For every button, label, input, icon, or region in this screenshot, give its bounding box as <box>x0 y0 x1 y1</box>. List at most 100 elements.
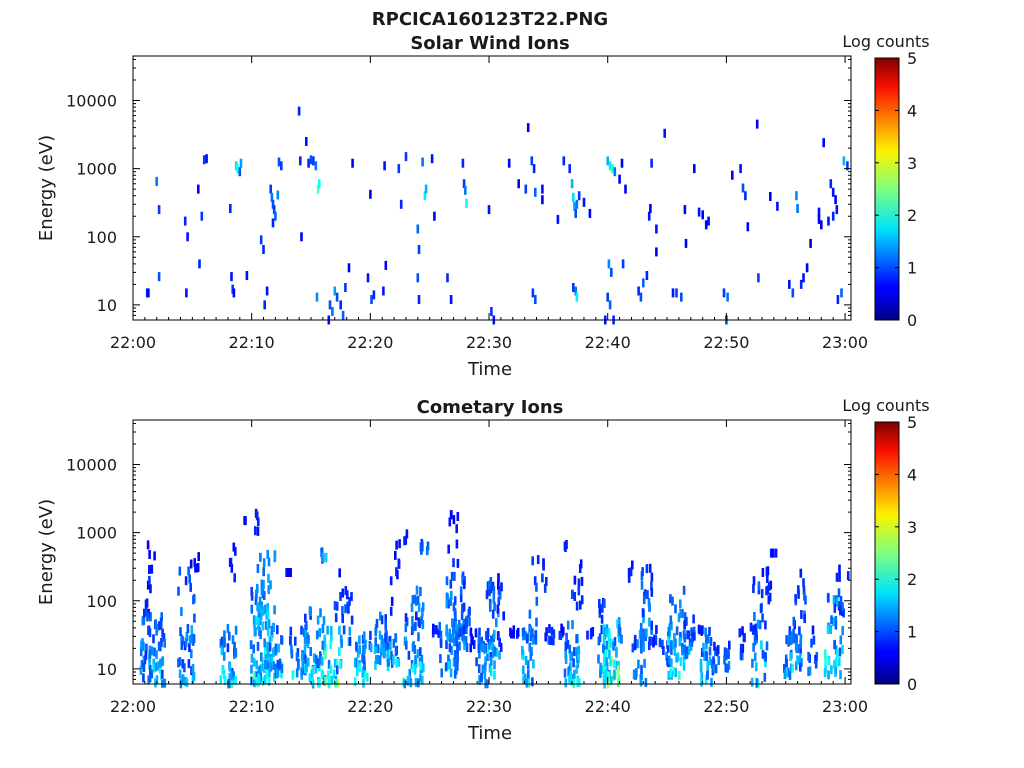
heatmap-cell <box>264 660 267 669</box>
y-tick-label: 10000 <box>66 92 117 111</box>
heatmap-cell <box>142 673 145 683</box>
heatmap-cell <box>753 652 757 662</box>
heatmap-cell <box>679 657 683 667</box>
heatmap-cell <box>275 669 279 679</box>
heatmap-cell <box>397 164 401 174</box>
heatmap-cell <box>841 602 844 612</box>
heatmap-cell <box>178 566 182 576</box>
heatmap-cell <box>255 660 258 670</box>
heatmap-cell <box>811 625 815 635</box>
heatmap-cell <box>266 549 269 559</box>
heatmap-cell <box>303 650 306 660</box>
heatmap-cell <box>727 649 730 659</box>
heatmap-cell <box>700 672 704 682</box>
heatmap-cell <box>185 678 189 688</box>
heatmap-cell <box>642 278 645 288</box>
x-tick-label: 22:40 <box>585 333 631 352</box>
heatmap-cell <box>706 670 709 680</box>
heatmap-cell <box>741 183 745 193</box>
heatmap-cell <box>255 589 258 599</box>
heatmap-cell <box>641 608 645 618</box>
heatmap-cell <box>339 660 342 670</box>
heatmap-cell <box>469 643 472 653</box>
heatmap-cell <box>147 288 150 298</box>
heatmap-cell <box>392 638 396 648</box>
heatmap-cell <box>830 615 833 625</box>
heatmap-cell <box>459 593 463 603</box>
heatmap-cell <box>609 657 612 667</box>
heatmap-cell <box>759 604 763 614</box>
heatmap-cell <box>675 626 679 636</box>
heatmap-cell <box>552 636 555 646</box>
heatmap-cell <box>525 634 529 644</box>
heatmap-cell <box>461 158 465 168</box>
heatmap-cell <box>573 592 576 601</box>
heatmap-cell <box>369 630 372 640</box>
heatmap-cell <box>681 608 684 618</box>
heatmap-cell <box>795 191 798 201</box>
heatmap-cell <box>291 670 295 680</box>
heatmap-cell <box>270 632 273 642</box>
heatmap-cell <box>303 644 307 654</box>
heatmap-cell <box>263 674 267 684</box>
heatmap-cell <box>633 640 637 650</box>
heatmap-cell <box>549 636 552 645</box>
heatmap-cell <box>390 650 393 660</box>
heatmap-cell <box>456 624 460 634</box>
heatmap-cell <box>679 599 682 609</box>
heatmap-cell <box>255 671 259 681</box>
heatmap-cell <box>836 295 840 304</box>
heatmap-cell <box>152 658 155 668</box>
heatmap-cell <box>604 668 608 678</box>
colorbar-tick-label: 0 <box>907 311 917 330</box>
heatmap-cell <box>394 633 397 643</box>
heatmap-cell <box>229 557 233 567</box>
heatmap-cells <box>145 106 849 325</box>
heatmap-cell <box>838 657 841 667</box>
heatmap-cell <box>161 628 164 638</box>
heatmap-cell <box>158 621 161 631</box>
heatmap-cell <box>796 204 799 213</box>
heatmap-cell <box>750 677 754 687</box>
heatmap-cell <box>324 644 327 654</box>
heatmap-cell <box>452 629 455 639</box>
heatmap-cell <box>827 593 830 603</box>
heatmap-cell <box>383 638 386 648</box>
heatmap-cell <box>145 598 149 608</box>
heatmap-cell <box>547 635 550 645</box>
heatmap-cell <box>258 627 261 636</box>
y-axis: 10 100 1000 10000 <box>66 58 851 321</box>
heatmap-cell <box>188 635 192 645</box>
heatmap-cell <box>776 201 779 211</box>
heatmap-cell <box>760 589 764 599</box>
heatmap-cell <box>601 665 604 675</box>
heatmap-cell <box>576 659 580 669</box>
heatmap-cell <box>788 636 791 646</box>
colorbar-gradient <box>874 57 900 321</box>
y-axis-label: Energy (eV) <box>36 135 57 241</box>
heatmap-cell <box>410 603 414 613</box>
heatmap-cell <box>250 586 253 596</box>
heatmap-cell <box>755 119 759 129</box>
heatmap-cell <box>452 602 456 612</box>
heatmap-cell <box>543 583 547 593</box>
heatmap-cell <box>481 643 484 653</box>
heatmap-cell <box>234 625 238 635</box>
heatmap-cell <box>840 288 843 298</box>
heatmap-cell <box>643 658 646 668</box>
heatmap-cell <box>534 295 537 304</box>
colorbar: Log counts 0 1 2 3 4 5 <box>842 32 929 330</box>
heatmap-cell <box>335 292 339 302</box>
heatmap-cell <box>597 654 600 664</box>
heatmap-cell <box>693 631 696 641</box>
heatmap-cell <box>524 631 527 641</box>
heatmap-cell <box>761 568 765 577</box>
heatmap-cell <box>631 560 634 570</box>
heatmap-cell <box>598 599 601 608</box>
heatmap-cell <box>187 659 191 669</box>
heatmap-cell <box>497 586 501 596</box>
heatmap-cell <box>838 647 842 657</box>
heatmap-cell <box>193 558 196 568</box>
heatmap-cell <box>239 158 243 168</box>
heatmap-cell <box>453 596 457 606</box>
